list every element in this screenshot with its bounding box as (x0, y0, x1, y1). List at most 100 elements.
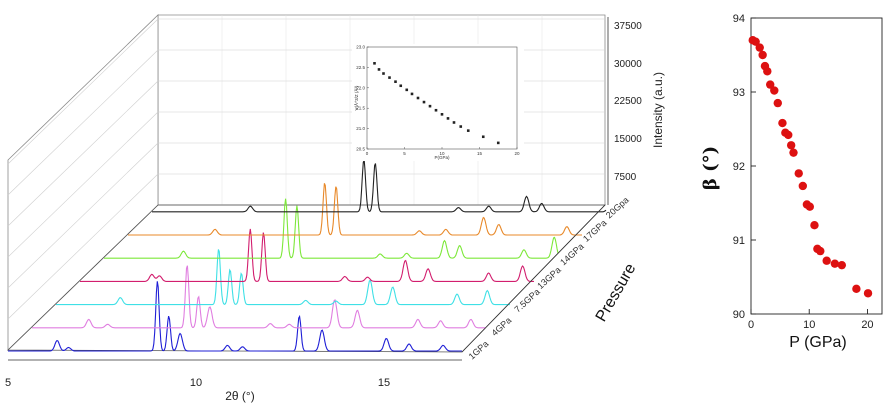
x-tick-5: 5 (5, 377, 11, 389)
inset-point (440, 113, 444, 116)
beta-ticks: 0 10 20 90 91 92 93 94 (733, 13, 874, 331)
inset-point (466, 129, 470, 132)
intensity-tick-22500: 22500 (614, 96, 642, 107)
spectrum-7.5GPa (56, 249, 510, 306)
beta-x-tick: 10 (803, 319, 815, 331)
beta-point (798, 181, 808, 191)
intensity-tick-15000: 15000 (614, 134, 642, 145)
beta-y-tick: 92 (733, 161, 745, 173)
beta-point (810, 221, 819, 230)
beta-point (805, 202, 815, 211)
x-tick-10: 10 (190, 377, 202, 389)
inset-point (399, 84, 403, 88)
beta-point (770, 86, 779, 95)
inset-x-title: P(GPa) (434, 155, 450, 160)
intensity-tick-37500: 37500 (614, 21, 642, 32)
beta-point (822, 256, 831, 265)
inset-point (388, 76, 391, 79)
pressure-label: 7.5GPa (512, 287, 541, 315)
pressure-axis-line (461, 204, 606, 353)
inset-point (434, 108, 438, 112)
inset-y-title: V(Å^3/Z (Å³) (353, 85, 359, 110)
intensity-tick-7500: 7500 (614, 172, 637, 183)
beta-point (778, 118, 787, 128)
left-grid-line (7, 18, 159, 165)
pressure-label: 17GPa (581, 218, 609, 244)
waterfall-chart: 5 10 15 2θ (°) 37500 30000 22500 15000 7… (5, 14, 665, 403)
beta-point (773, 98, 782, 108)
beta-point (789, 148, 798, 157)
intensity-axis: 37500 30000 22500 15000 7500 Intensity (… (607, 17, 665, 205)
left-grid-line (7, 80, 159, 227)
beta-x-tick: 0 (748, 319, 754, 331)
inset-point (394, 80, 397, 83)
inset-point (446, 117, 450, 120)
beta-point (816, 246, 825, 256)
x-axis: 5 10 15 2θ (°) (5, 359, 462, 403)
inset-ticks: 0 5 10 15 20 20.5 21.0 21.5 22.0 22.5 23.0 (356, 45, 520, 157)
inset-point (416, 96, 420, 100)
beta-point (758, 50, 767, 60)
inset-y-tick: 21.0 (356, 126, 365, 131)
beta-point (794, 169, 803, 178)
beta-frame (750, 17, 883, 315)
inset-y-tick: 20.5 (356, 147, 365, 152)
inset-x-tick: 15 (477, 151, 483, 156)
beta-y-title: β (°) (700, 146, 721, 190)
beta-point (786, 141, 796, 150)
beta-point (763, 67, 772, 76)
inset-x-tick: 5 (403, 151, 406, 156)
beta-chart: 0 10 20 90 91 92 93 94 P (GPa) β (°) (700, 13, 883, 351)
inset-point (496, 141, 500, 145)
inset-point (428, 104, 432, 108)
beta-point (784, 130, 793, 140)
beta-point (755, 43, 764, 52)
x-axis-title: 2θ (°) (225, 389, 254, 403)
inset-x-tick: 10 (439, 151, 445, 156)
intensity-tick-30000: 30000 (614, 59, 642, 70)
inset-point (481, 135, 485, 139)
spectrum-4GPa (32, 265, 486, 329)
beta-y-tick: 91 (733, 235, 745, 247)
inset-point (373, 62, 376, 65)
beta-points (748, 36, 873, 298)
beta-point (863, 289, 873, 298)
inset-point (405, 88, 409, 92)
spectrum-1GPa (8, 281, 462, 352)
spectra (8, 159, 607, 352)
inset-x-tick: 20 (514, 151, 520, 156)
inset-point (377, 68, 381, 71)
x-tick-15: 15 (378, 377, 390, 389)
spectrum-17GPa (128, 183, 582, 236)
pressure-label: 14GPa (558, 241, 586, 267)
left-grid-line (7, 49, 159, 196)
inset-point (459, 125, 463, 128)
spectrum-20Gpa (152, 159, 607, 213)
left-grid-line (7, 111, 159, 258)
inset-y-tick: 23.0 (356, 45, 365, 50)
beta-point (852, 284, 861, 294)
inset-y-tick: 22.5 (356, 65, 365, 70)
beta-point (837, 260, 847, 270)
beta-x-tick: 20 (861, 319, 873, 331)
left-wall (7, 14, 159, 351)
inset-point (410, 92, 414, 96)
inset-point (422, 100, 426, 104)
beta-y-tick: 93 (733, 87, 745, 99)
beta-point (751, 37, 760, 46)
inset-y-tick: 21.5 (356, 106, 365, 111)
spectrum-14GPa (104, 198, 559, 259)
inset-points (373, 62, 500, 145)
beta-y-tick: 94 (733, 13, 745, 25)
inset-y-tick: 22.0 (356, 85, 365, 90)
pressure-label: 4GPa (490, 315, 514, 338)
inset-point (382, 72, 385, 75)
left-grid-line (7, 142, 159, 289)
pressure-label: 1GPa (467, 339, 491, 362)
pressure-label: 13GPa (535, 265, 563, 291)
beta-x-title: P (GPa) (789, 334, 847, 351)
beta-y-tick: 90 (733, 309, 745, 321)
left-grid-line (7, 173, 159, 320)
